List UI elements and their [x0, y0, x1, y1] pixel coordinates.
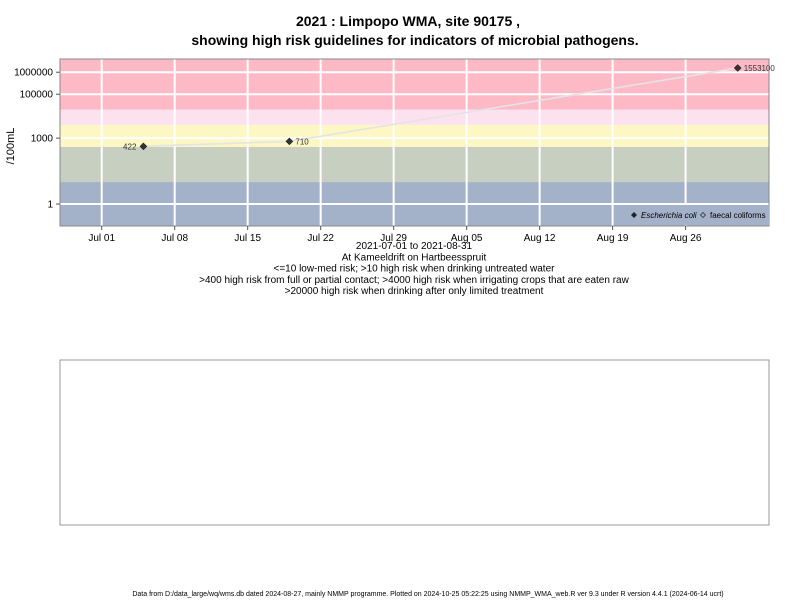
empty-secondary-panel: [59, 359, 770, 526]
x-tick-label: Jul 01: [88, 233, 115, 244]
y-axis: 1000000 100000 1000 1: [14, 68, 60, 211]
x-tick-label: Aug 19: [597, 233, 629, 244]
chart-subtitle: showing high risk guidelines for indicat…: [191, 32, 638, 48]
data-label: 422: [123, 142, 137, 151]
data-series: 422 710 1553100: [123, 64, 775, 151]
caption-line: At Kameeldrift on Hartbeesspruit: [342, 252, 487, 263]
y-tick-label: 1000: [31, 134, 54, 145]
legend-marker: [631, 212, 637, 218]
caption-line: 2021-07-01 to 2021-08-31: [356, 241, 473, 252]
y-tick-label: 1: [47, 200, 53, 211]
legend: Escherichia coli faecal coliforms: [627, 205, 769, 225]
caption-line: >400 high risk from full or partial cont…: [199, 275, 629, 286]
risk-band-1: [60, 146, 769, 183]
legend-marker: [700, 212, 706, 218]
data-point: [733, 64, 742, 72]
x-tick-label: Jul 08: [161, 233, 188, 244]
caption-line: <=10 low-med risk; >10 high risk when dr…: [274, 264, 556, 275]
x-tick-label: Jul 22: [307, 233, 334, 244]
y-tick-label: 100000: [20, 90, 54, 101]
data-point: [139, 142, 148, 151]
footer-note: Data from D:/data_large/wq/wms.db dated …: [132, 591, 723, 598]
y-tick-label: 1000000: [14, 68, 53, 79]
legend-label: faecal coliforms: [710, 211, 766, 220]
x-tick-label: Aug 26: [670, 233, 702, 244]
gridlines: [60, 59, 769, 226]
caption-line: >20000 high risk when drinking after onl…: [285, 286, 544, 297]
y-axis-label: /100mL: [5, 128, 17, 165]
x-tick-label: Aug 05: [451, 233, 483, 244]
chart-title: 2021 : Limpopo WMA, site 90175 ,: [296, 13, 520, 29]
x-tick-label: Jul 29: [380, 233, 407, 244]
risk-band-4: [60, 59, 769, 110]
risk-band-3: [60, 109, 769, 125]
x-axis: Jul 01 Jul 08 Jul 15 Jul 22 Jul 29 Aug 05 Aug …: [88, 226, 702, 244]
legend-label: Escherichia coli: [641, 211, 697, 220]
x-tick-label: Jul 15: [234, 233, 261, 244]
data-label: 1553100: [744, 64, 776, 73]
plot-frame: [59, 58, 770, 227]
legend-box: [627, 205, 769, 225]
risk-bands: [60, 59, 769, 226]
data-label: 710: [295, 137, 309, 146]
risk-band-2: [60, 124, 769, 147]
data-point: [285, 137, 294, 146]
x-tick-label: Aug 12: [524, 233, 556, 244]
